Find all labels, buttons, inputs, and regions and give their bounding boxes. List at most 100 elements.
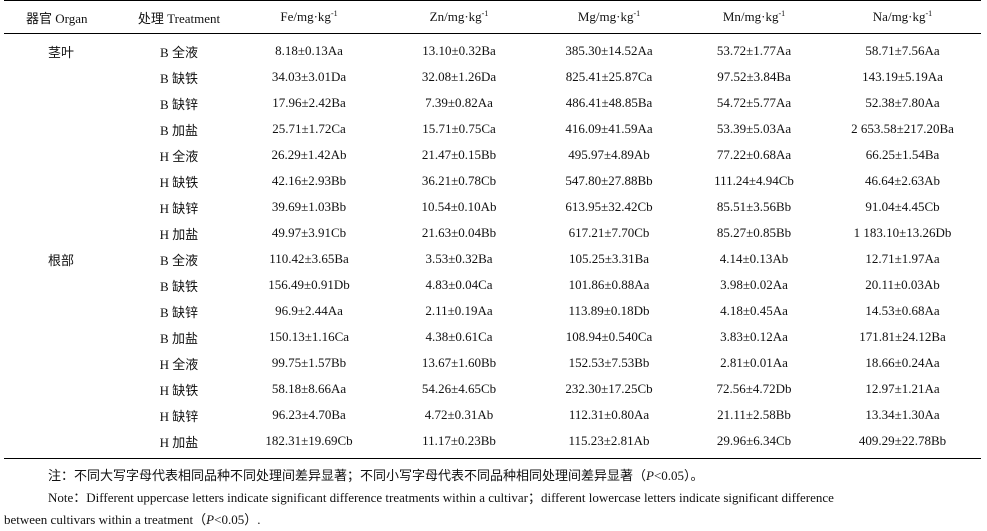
cell-organ: 根部 xyxy=(48,252,75,268)
cell-zn: 13.10±0.32Ba xyxy=(422,43,496,58)
cell-fe: 96.9±2.44Aa xyxy=(275,303,343,318)
cell-mg: 105.25±3.31Ba xyxy=(568,251,650,266)
cell-treatment: H 全液 xyxy=(159,148,199,164)
cell-organ xyxy=(4,90,124,116)
cell-zn: 15.71±0.75Ca xyxy=(422,121,496,136)
cell-na: 58.71±7.56Aa xyxy=(865,43,940,58)
cell-na: 52.38±7.80Aa xyxy=(865,95,940,110)
header-row: 器官 Organ 处理 Treatment Fe/mg·kg-1 Zn/mg·kg-1… xyxy=(4,0,981,34)
cell-mg: 547.80±27.88Bb xyxy=(565,173,653,188)
cell-mg: 112.31±0.80Aa xyxy=(568,407,650,422)
cell-treatment: B 缺铁 xyxy=(160,278,198,294)
cell-mg: 152.53±7.53Bb xyxy=(568,355,650,370)
cell-mg: 113.89±0.18Db xyxy=(568,303,650,318)
cell-na: 409.29±22.78Bb xyxy=(824,428,981,459)
cell-fe: 150.13±1.16Ca xyxy=(268,329,350,344)
cell-organ xyxy=(4,64,124,90)
column-header-unit-exponent: -1 xyxy=(481,9,489,18)
cell-treatment: B 加盐 xyxy=(160,122,198,138)
table-row: B 加盐 25.71±1.72Ca 15.71±0.75Ca 416.09±41.59… xyxy=(4,116,981,142)
table-row: B 缺锌 17.96±2.42Ba 7.39±0.82Aa 486.41±48.85B… xyxy=(4,90,981,116)
cell-mn: 4.18±0.45Aa xyxy=(720,303,788,318)
cell-mg: 101.86±0.88Aa xyxy=(568,277,650,292)
table-row: H 加盐 182.31±19.69Cb 11.17±0.23Bb 115.23±2.8… xyxy=(4,428,981,459)
cell-mn: 77.22±0.68Aa xyxy=(716,147,792,162)
column-header: 处理 Treatment xyxy=(124,0,234,34)
cell-mg: 617.21±7.70Cb xyxy=(568,225,650,240)
cell-na: 14.53±0.68Aa xyxy=(865,303,940,318)
cell-mn: 53.72±1.77Aa xyxy=(716,43,792,58)
cell-mn: 3.83±0.12Aa xyxy=(720,329,788,344)
cell-zn: 3.53±0.32Ba xyxy=(425,251,493,266)
column-header-unit-exponent: -1 xyxy=(925,9,933,18)
cell-mg: 108.94±0.540Ca xyxy=(565,329,653,344)
cell-zn: 32.08±1.26Da xyxy=(421,69,497,84)
cell-na: 46.64±2.63Ab xyxy=(864,173,941,188)
cell-zn: 4.38±0.61Ca xyxy=(425,329,493,344)
cell-treatment: B 缺铁 xyxy=(160,70,198,86)
cell-treatment: H 缺铁 xyxy=(159,382,199,398)
cell-fe: 17.96±2.42Ba xyxy=(272,95,346,110)
cell-fe: 58.18±8.66Aa xyxy=(271,381,347,396)
note-english-line1: Note：Different uppercase letters indicat… xyxy=(48,490,834,505)
cell-mn: 72.56±4.72Db xyxy=(716,381,792,396)
column-header-label: Fe/mg·kg xyxy=(280,9,331,24)
cell-fe: 39.69±1.03Bb xyxy=(271,199,347,214)
table-row: B 缺锌 96.9±2.44Aa 2.11±0.19Aa 113.89±0.18Db 4… xyxy=(4,298,981,324)
table-row: H 缺锌 96.23±4.70Ba 4.72±0.31Ab 112.31±0.80Aa… xyxy=(4,402,981,428)
cell-fe: 96.23±4.70Ba xyxy=(272,407,346,422)
data-table: 器官 Organ 处理 Treatment Fe/mg·kg-1 Zn/mg·kg-1… xyxy=(4,0,981,459)
column-header-label: 处理 Treatment xyxy=(137,10,221,26)
cell-mg: 416.09±41.59Aa xyxy=(565,121,653,136)
cell-zn: 7.39±0.82Aa xyxy=(425,95,493,110)
cell-treatment: B 缺锌 xyxy=(160,96,198,112)
cell-na: 1 183.10±13.26Db xyxy=(853,225,952,240)
note-cn-text: 注：不同大写字母代表相同品种不同处理间差异显著；不同小写字母代表不同品种相同处理… xyxy=(48,468,647,483)
cell-fe: 156.49±0.91Db xyxy=(268,277,350,292)
table-notes: 注：不同大写字母代表相同品种不同处理间差异显著；不同小写字母代表不同品种相同处理… xyxy=(4,465,983,531)
column-header: Mn/mg·kg-1 xyxy=(684,0,824,34)
cell-mg: 115.23±2.81Ab xyxy=(534,428,684,459)
cell-treatment: H 缺锌 xyxy=(159,200,199,216)
cell-organ xyxy=(4,194,124,220)
cell-mn: 4.14±0.13Ab xyxy=(719,251,789,266)
cell-mn: 54.72±5.77Aa xyxy=(716,95,792,110)
cell-zn: 4.72±0.31Ab xyxy=(424,407,494,422)
cell-mg: 486.41±48.85Ba xyxy=(565,95,653,110)
column-header: Mg/mg·kg-1 xyxy=(534,0,684,34)
cell-organ xyxy=(4,168,124,194)
column-header: Fe/mg·kg-1 xyxy=(234,0,384,34)
cell-zn: 54.26±4.65Cb xyxy=(421,381,497,396)
cell-organ xyxy=(4,324,124,350)
cell-mg: 232.30±17.25Cb xyxy=(565,381,653,396)
cell-organ: 茎叶 xyxy=(48,44,75,60)
cell-na: 143.19±5.19Aa xyxy=(862,69,943,84)
cell-mg: 825.41±25.87Ca xyxy=(565,69,653,84)
column-header: Zn/mg·kg-1 xyxy=(384,0,534,34)
cell-organ xyxy=(4,272,124,298)
cell-organ xyxy=(4,142,124,168)
cell-na: 12.71±1.97Aa xyxy=(865,251,940,266)
cell-fe: 182.31±19.69Cb xyxy=(234,428,384,459)
cell-organ xyxy=(4,116,124,142)
table-row: 茎叶 B 全液 8.18±0.13Aa 13.10±0.32Ba 385.30±14.5… xyxy=(4,34,981,65)
cell-mn: 53.39±5.03Aa xyxy=(716,121,792,136)
cell-fe: 42.16±2.93Bb xyxy=(271,173,347,188)
cell-mg: 613.95±32.42Cb xyxy=(565,199,653,214)
table-row: B 缺铁 156.49±0.91Db 4.83±0.04Ca 101.86±0.88A… xyxy=(4,272,981,298)
cell-treatment: H 加盐 xyxy=(124,428,234,459)
cell-organ xyxy=(4,350,124,376)
cell-treatment: H 加盐 xyxy=(159,226,199,242)
cell-mn: 29.96±6.34Cb xyxy=(684,428,824,459)
cell-fe: 99.75±1.57Bb xyxy=(271,355,347,370)
cell-na: 12.97±1.21Aa xyxy=(865,381,940,396)
cell-fe: 49.97±3.91Cb xyxy=(271,225,347,240)
column-header-label: Mn/mg·kg xyxy=(722,9,779,24)
cell-zn: 11.17±0.23Bb xyxy=(384,428,534,459)
cell-zn: 21.47±0.15Bb xyxy=(421,147,497,162)
cell-zn: 10.54±0.10Ab xyxy=(421,199,497,214)
cell-organ xyxy=(4,376,124,402)
cell-mn: 2.81±0.01Aa xyxy=(720,355,788,370)
cell-treatment: B 缺锌 xyxy=(160,304,198,320)
cell-zn: 36.21±0.78Cb xyxy=(421,173,497,188)
